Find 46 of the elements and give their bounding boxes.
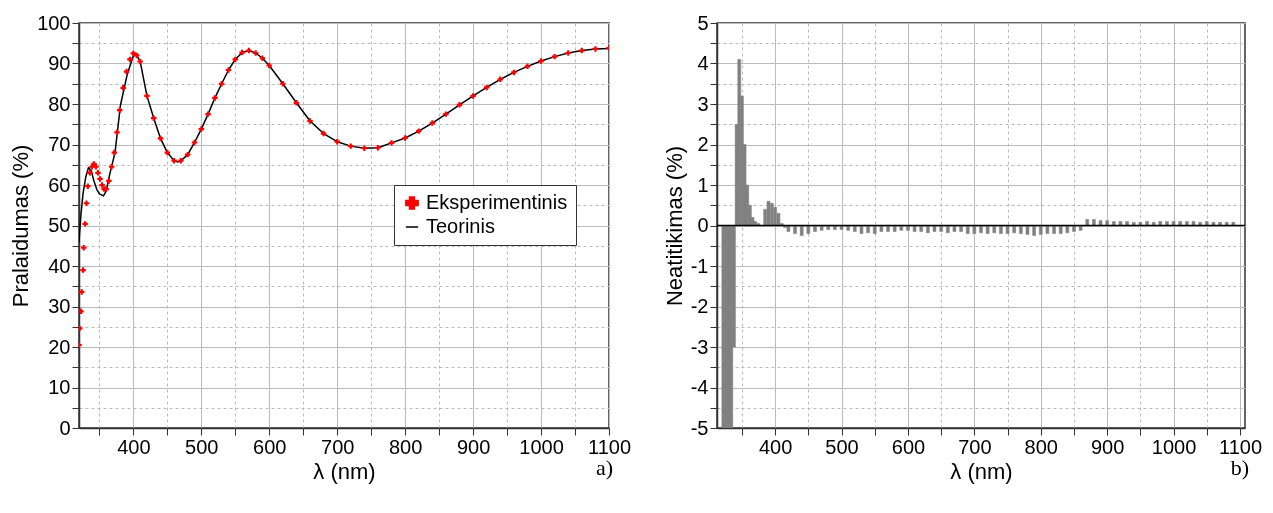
y-tick-label: 4 — [697, 52, 709, 74]
y-tick-label: 30 — [48, 295, 71, 317]
x-tick-label: 400 — [758, 435, 793, 458]
y-tick-label: -2 — [690, 295, 709, 317]
y-axis-title: Neatitikimas (%) — [661, 145, 687, 307]
y-tick-label: 60 — [48, 173, 71, 196]
y-tick-label: -4 — [690, 376, 709, 398]
y-tick-label: -3 — [690, 335, 709, 358]
x-tick-label: 800 — [1024, 435, 1058, 458]
x-axis-title: λ (nm) — [313, 458, 376, 484]
y-tick-label: 90 — [48, 52, 71, 74]
y-tick-label: 5 — [697, 11, 709, 34]
x-tick-label: 900 — [1090, 435, 1125, 458]
y-tick-label: 3 — [697, 92, 709, 115]
y-tick-label: 50 — [48, 214, 71, 236]
x-tick-label: 800 — [388, 435, 423, 458]
y-tick-label: 0 — [59, 416, 71, 439]
x-tick-label: 1100 — [1218, 435, 1263, 458]
x-tick-label: 900 — [456, 435, 491, 458]
x-tick-label: 1100 — [587, 435, 632, 458]
y-tick-label: 0 — [697, 214, 709, 236]
text: a) — [595, 455, 613, 480]
legend-label: Eksperimentinis — [426, 191, 568, 213]
x-tick-label: 500 — [185, 435, 219, 458]
text: b) — [1230, 455, 1249, 480]
y-tick-label: 100 — [37, 11, 71, 34]
y-tick-label: 1 — [697, 173, 709, 196]
x-tick-label: 400 — [117, 435, 151, 458]
y-tick-label: -5 — [690, 416, 709, 439]
x-tick-label: 600 — [253, 435, 287, 458]
y-tick-label: 20 — [48, 335, 71, 358]
x-axis-title: λ (nm) — [950, 458, 1013, 484]
x-tick-label: 700 — [321, 435, 355, 458]
y-tick-label: 80 — [48, 92, 71, 115]
x-tick-label: 1000 — [519, 435, 564, 458]
y-tick-label: -1 — [690, 254, 709, 277]
legend-label: Teorinis — [426, 215, 495, 237]
y-tick-label: 40 — [48, 254, 71, 277]
x-tick-label: 500 — [825, 435, 859, 458]
y-tick-label: 70 — [48, 133, 71, 155]
y-tick-label: 10 — [48, 376, 71, 398]
y-axis-title: Pralaidumas (%) — [8, 144, 34, 308]
x-tick-label: 1000 — [1151, 435, 1197, 458]
x-tick-label: 700 — [958, 435, 992, 458]
y-tick-label: 2 — [697, 133, 709, 155]
x-tick-label: 600 — [891, 435, 926, 458]
